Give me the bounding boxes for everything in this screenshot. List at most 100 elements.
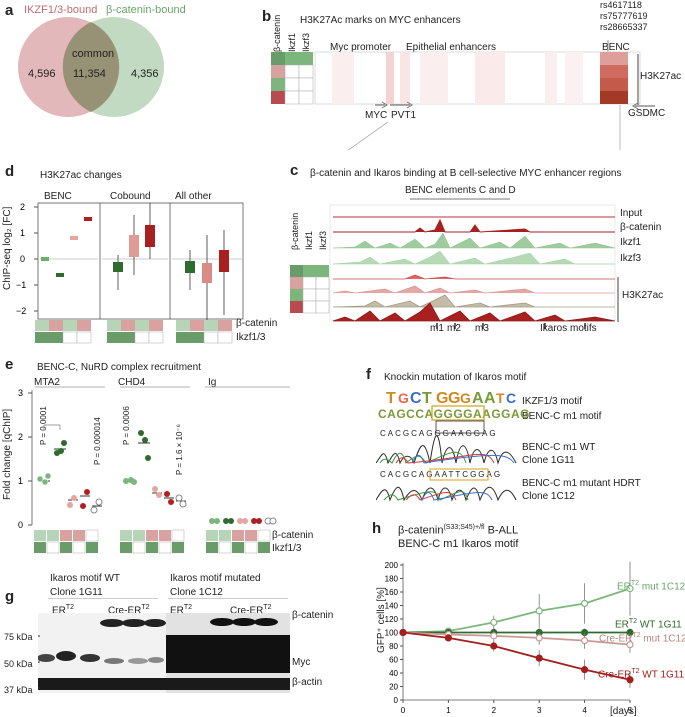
svg-text:A: A <box>484 390 496 407</box>
f-label-benc-motif: BENC-C m1 motif <box>522 411 602 422</box>
e-group-mta2: MTA2 <box>34 377 60 388</box>
panel-c-title: β-catenin and Ikaros binding at B cell-s… <box>310 168 622 179</box>
h-point <box>581 636 589 645</box>
region-myc-promoter: Myc promoter <box>330 42 392 53</box>
h-point <box>444 634 453 642</box>
svg-text:T: T <box>496 390 505 406</box>
e-group-ig: Ig <box>208 377 217 388</box>
f-label-wt: BENC-C m1 WT <box>522 442 596 453</box>
g-kda-50: 50 kDa <box>4 659 33 669</box>
h-line-chart: 0 20 40 60 80 100 120 140 160 180 200 0 1 2 3 4 5 <box>385 561 634 715</box>
panel-e-letter: e <box>5 356 14 373</box>
h-point <box>581 666 589 674</box>
h-series-line-0 <box>402 587 631 634</box>
ikaros-motifs-label: Ikaros motifs <box>540 323 597 334</box>
motif-m1: m1 <box>430 323 444 334</box>
d-legend-ikzf: Ikzf1/3 <box>236 332 266 343</box>
panel-b-title: H3K27Ac marks on MYC enhancers <box>300 15 461 26</box>
panel-d-boxplot: 2 1 0 −1 −2 <box>16 202 244 344</box>
h-point <box>581 599 589 608</box>
venn-right-label: β-catenin-bound <box>106 4 186 16</box>
panel-a-letter: a <box>5 2 14 19</box>
h-ytick-label: 120 <box>385 615 399 624</box>
e-group-chd4: CHD4 <box>118 377 146 388</box>
h-xtick-label: 1 <box>446 706 451 715</box>
g-kda-37: 37 kDa <box>4 685 33 695</box>
h-xlabel: [days] <box>610 706 637 717</box>
g-lane-creer-1: Cre-ERT2 <box>108 604 150 617</box>
svg-text:G: G <box>448 390 460 407</box>
h-legend-creert2-mut: Cre-ERT2 mut 1C12 <box>599 632 685 645</box>
svg-text:−2: −2 <box>16 306 26 316</box>
h-title-text: B-ALL <box>487 524 519 537</box>
f-mut-seq: CACGCAGAATTCGGAG <box>380 470 503 479</box>
h-ytick-label: 80 <box>389 642 398 651</box>
svg-text:2: 2 <box>18 432 23 442</box>
svg-text:1: 1 <box>18 476 23 486</box>
h-xtick-label: 0 <box>401 706 406 715</box>
h-legend-ert2-wt: ERT2 WT 1G11 <box>615 618 682 631</box>
h-legend-ert2-mut: ERT2 mut 1C12 <box>617 580 685 593</box>
panel-d-title: H3K27ac changes <box>40 170 122 181</box>
panel-g-letter: g <box>5 588 15 605</box>
svg-text:T: T <box>386 390 396 407</box>
h-ytick-label: 180 <box>385 575 399 584</box>
g-band-bcatenin: β-catenin <box>292 610 334 621</box>
f-label-mutant: BENC-C m1 mutant HDRT <box>522 478 641 489</box>
h-ytick-label: 40 <box>389 669 398 678</box>
track-ikzf1: Ikzf1 <box>620 237 642 248</box>
h-point <box>535 634 543 642</box>
h-xtick-label: 4 <box>582 706 587 715</box>
panel-e-dotplot: 3 2 1 0 <box>18 386 290 554</box>
track-bcatenin: β-catenin <box>620 222 662 233</box>
region-epithelial-enhancers: Epithelial enhancers <box>406 42 497 53</box>
panel-c-tracks <box>290 198 619 329</box>
e-legend-bcatenin: β-catenin <box>272 530 314 541</box>
panel-f-chromatogram: T G C T G G G A A T C <box>376 390 517 502</box>
h-ytick-label: 160 <box>385 588 399 597</box>
g-lane-er-2: ERT2 <box>170 604 193 617</box>
h-point <box>535 607 543 615</box>
svg-text:A: A <box>472 390 484 407</box>
h-point <box>490 632 498 640</box>
snp-3: rs28665337 <box>600 22 648 32</box>
d-group-allother: All other <box>175 191 212 202</box>
h-point <box>626 585 634 593</box>
svg-text:G: G <box>436 390 448 407</box>
h-point <box>399 628 407 637</box>
g-kda-75: 75 kDa <box>4 632 33 642</box>
gene-gsdmc: GSDMC <box>628 108 666 119</box>
g-band-myc: Myc <box>292 657 311 668</box>
svg-text:−1: −1 <box>16 280 26 290</box>
snp-2: rs75777619 <box>600 11 648 21</box>
svg-text:C: C <box>506 390 516 406</box>
h-ytick-label: 0 <box>394 696 399 705</box>
f-wt-seq: CACGCAGGGAAGGAG <box>380 429 498 438</box>
panel-d-letter: d <box>5 163 15 180</box>
g-lane-creer-2: Cre-ERT2 <box>230 604 272 617</box>
svg-text:1: 1 <box>20 228 25 238</box>
e-legend-ikzf: Ikzf1/3 <box>272 543 302 554</box>
panel-e-title: BENC-C, NuRD complex recruitment <box>37 362 201 373</box>
track-input: Input <box>620 208 643 219</box>
svg-text:0: 0 <box>18 520 23 530</box>
h-ytick-label: 140 <box>385 602 399 611</box>
gene-pvt1: PVT1 <box>391 110 417 121</box>
svg-text:3: 3 <box>18 388 23 398</box>
snp-1: rs4617118 <box>600 0 642 10</box>
svg-text:2: 2 <box>20 202 25 212</box>
f-label-mutant-clone: Clone 1C12 <box>522 491 575 502</box>
h-xtick-label: 2 <box>492 706 497 715</box>
h-subtitle: BENC-C m1 Ikaros motif <box>398 538 519 550</box>
h-point <box>626 641 634 649</box>
h-ytick-label: 20 <box>389 683 398 692</box>
g-lane-er-1-text: ER <box>52 605 66 617</box>
venn-left-count: 4,596 <box>28 68 56 80</box>
venn-right-count: 4,356 <box>131 68 159 80</box>
region-benc: BENC <box>602 42 630 53</box>
g-right-clone: Clone 1C12 <box>170 587 223 598</box>
b-track-label: H3K27ac <box>640 71 682 82</box>
svg-text:G: G <box>460 390 471 406</box>
f-motif-seq: CAGCCAGGGGAAGGAG <box>378 407 530 421</box>
venn-overlap <box>62 22 120 112</box>
